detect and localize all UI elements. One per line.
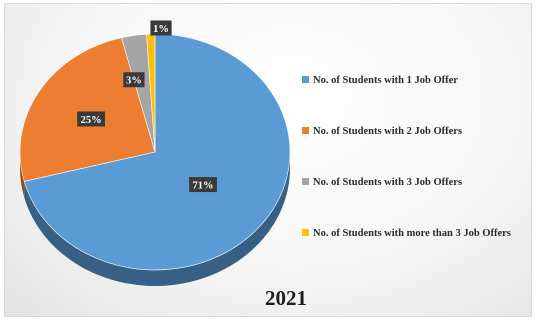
data-label-no-of-students-with-2-job-offers: 25%: [77, 111, 105, 127]
legend-label: No. of Students with 1 Job Offer: [313, 75, 458, 86]
data-label-text: 3%: [126, 76, 142, 87]
pie-layer: [19, 33, 291, 286]
pie-side-no-of-students-with-2-job-offers: [20, 152, 25, 198]
pie-slice-no-of-students-with-2-job-offers: [19, 37, 156, 182]
pie-slice-no-of-students-with-1-job-offer: [23, 33, 291, 271]
legend-item-no-of-students-with-more-than-3-job-offers: No. of Students with more than 3 Job Off…: [302, 228, 511, 239]
legend-item-no-of-students-with-2-job-offers: No. of Students with 2 Job Offers: [302, 126, 462, 137]
data-label-box: [189, 177, 217, 193]
data-labels: 71% 25% 3% 1%: [77, 20, 217, 193]
legend-label: No. of Students with 3 Job Offers: [313, 177, 462, 188]
legend-label: No. of Students with more than 3 Job Off…: [313, 228, 511, 239]
legend-item-no-of-students-with-1-job-offer: No. of Students with 1 Job Offer: [302, 75, 458, 86]
legend-swatch: [302, 178, 309, 185]
legend-item-no-of-students-with-3-job-offers: No. of Students with 3 Job Offers: [302, 177, 462, 188]
data-label-no-of-students-with-1-job-offer: 71%: [189, 177, 217, 193]
legend-swatch: [302, 127, 309, 134]
chart-title: 2021: [265, 286, 307, 310]
data-label-text: 25%: [81, 115, 102, 126]
data-label-no-of-students-with-more-than-3-job-offers: 1%: [150, 20, 172, 36]
data-label-box: [123, 72, 145, 88]
legend-swatch: [302, 76, 309, 83]
data-label-text: 71%: [193, 181, 214, 192]
data-label-no-of-students-with-3-job-offers: 3%: [123, 72, 145, 88]
data-label-box: [150, 20, 172, 36]
legend-swatch: [302, 229, 309, 236]
legend: No. of Students with 1 Job Offer No. of S…: [302, 75, 511, 239]
legend-label: No. of Students with 2 Job Offers: [313, 126, 462, 137]
data-label-box: [77, 111, 105, 127]
data-label-text: 1%: [153, 24, 169, 35]
